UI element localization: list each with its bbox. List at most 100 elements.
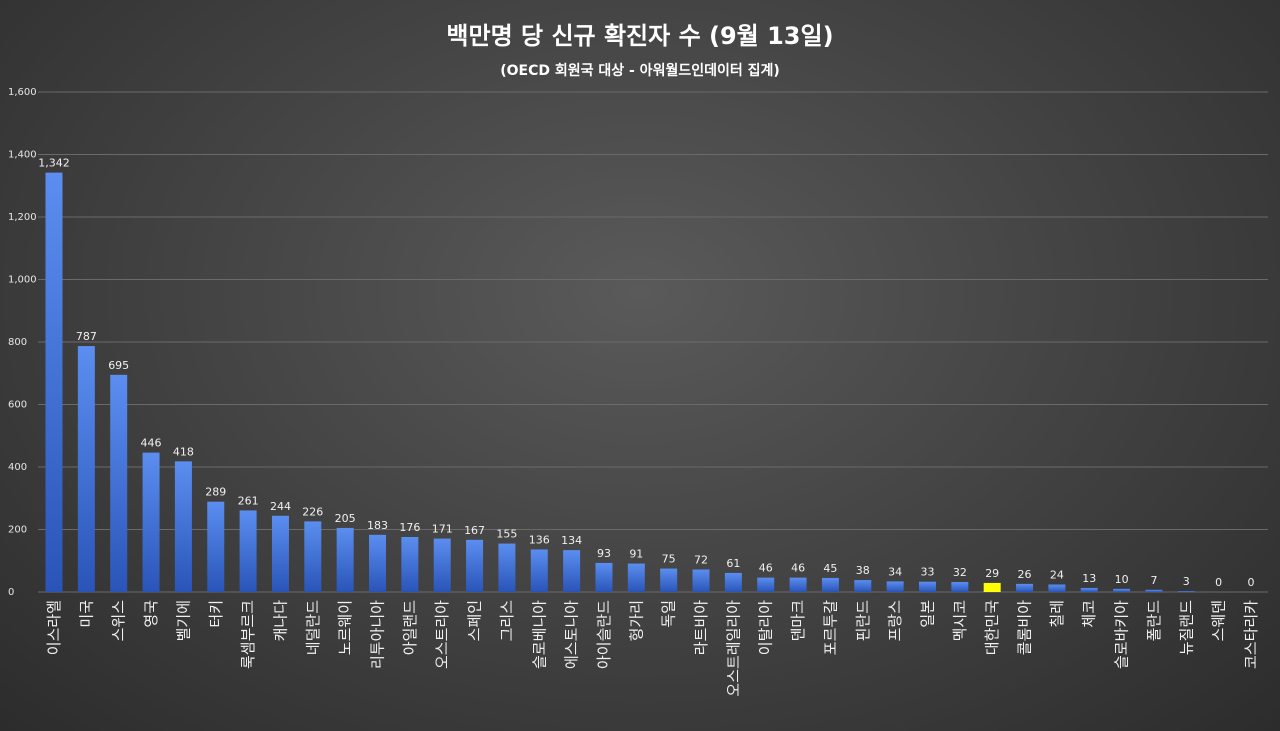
data-label: 29 [985, 567, 999, 580]
bar [1177, 591, 1195, 592]
category-label: 콜롬비아 [1016, 600, 1034, 655]
y-tick-label: 1,400 [8, 150, 37, 161]
data-label: 93 [597, 547, 611, 560]
chart-title: 백만명 당 신규 확진자 수 (9월 13일) [446, 22, 834, 50]
bar [466, 539, 484, 592]
bar [304, 521, 322, 592]
bar [951, 582, 969, 592]
category-label: 이탈리아 [757, 600, 775, 655]
bar [757, 577, 775, 592]
data-label: 33 [920, 566, 934, 579]
bar [660, 568, 678, 592]
data-label: 75 [662, 553, 676, 566]
bar [918, 581, 936, 592]
category-label: 슬로바키아 [1113, 600, 1131, 669]
category-label: 아이슬란드 [595, 600, 613, 669]
category-label: 폴란드 [1145, 600, 1163, 642]
data-label: 3 [1183, 575, 1190, 588]
bar [724, 572, 742, 592]
category-label: 뉴질랜드 [1177, 600, 1195, 655]
category-label: 멕시코 [951, 600, 969, 641]
category-label: 터키 [207, 600, 225, 628]
category-label: 노르웨이 [336, 600, 354, 655]
category-label: 라트비아 [692, 600, 710, 655]
data-label: 176 [399, 521, 420, 534]
data-label: 418 [173, 445, 194, 458]
category-label: 오스트레일리아 [724, 600, 742, 697]
data-label: 244 [270, 500, 291, 513]
y-tick-label: 1,200 [8, 212, 37, 223]
data-label: 0 [1248, 576, 1255, 589]
category-label: 일본 [918, 600, 936, 628]
category-label: 체코 [1080, 600, 1098, 628]
data-label: 32 [953, 566, 967, 579]
data-label: 226 [302, 505, 323, 518]
bar [983, 582, 1001, 592]
data-label: 72 [694, 554, 708, 567]
bar [433, 538, 451, 592]
data-label: 0 [1215, 576, 1222, 589]
bar [821, 577, 839, 592]
category-label: 헝가리 [627, 600, 645, 641]
y-tick-label: 600 [8, 400, 27, 411]
category-label: 스위스 [110, 600, 128, 642]
data-label: 205 [335, 512, 356, 525]
data-label: 7 [1150, 574, 1157, 587]
bar [401, 537, 419, 592]
bar [563, 550, 581, 592]
category-label: 캐나다 [271, 600, 289, 642]
data-label: 167 [464, 524, 485, 537]
data-label: 10 [1115, 573, 1129, 586]
y-tick-label: 400 [8, 462, 27, 473]
category-label: 스웨덴 [1210, 600, 1228, 641]
data-label: 34 [888, 565, 902, 578]
category-label: 아일랜드 [401, 600, 419, 655]
data-label: 45 [823, 562, 837, 575]
category-label: 슬로베니아 [530, 600, 548, 669]
category-label: 에스토니아 [563, 600, 581, 669]
category-label: 네덜란드 [304, 600, 322, 655]
bar [692, 569, 710, 592]
category-label: 덴마크 [789, 600, 807, 641]
data-label: 13 [1082, 572, 1096, 585]
bar [1048, 584, 1066, 592]
category-label: 그리스 [498, 600, 516, 642]
bar [45, 172, 63, 592]
bar [1080, 587, 1098, 592]
data-label: 38 [856, 564, 870, 577]
bar [77, 346, 95, 592]
bar [110, 374, 128, 592]
y-tick-label: 1,000 [8, 275, 37, 286]
category-label: 독일 [660, 600, 678, 628]
y-tick-label: 800 [8, 337, 27, 348]
data-label: 261 [238, 494, 259, 507]
category-label: 프랑스 [886, 600, 904, 642]
data-label: 183 [367, 519, 388, 532]
category-label: 미국 [77, 600, 95, 628]
category-label: 오스트리아 [433, 600, 451, 669]
data-label: 171 [432, 523, 453, 536]
bar [1113, 588, 1131, 592]
data-label: 61 [726, 557, 740, 570]
y-tick-label: 0 [8, 587, 14, 598]
data-label: 26 [1018, 568, 1032, 581]
data-label: 134 [561, 534, 582, 547]
data-label: 787 [76, 330, 97, 343]
data-label: 24 [1050, 569, 1064, 582]
bar [789, 577, 807, 592]
data-label: 136 [529, 534, 550, 547]
category-label: 이스라엘 [45, 600, 63, 655]
data-label: 695 [108, 359, 129, 372]
bar [271, 515, 289, 592]
category-label: 코스타리카 [1242, 600, 1260, 669]
bar [886, 581, 904, 592]
data-label: 155 [496, 528, 517, 541]
bar [369, 534, 387, 592]
category-label: 칠레 [1048, 600, 1066, 628]
y-tick-label: 1,600 [8, 87, 37, 98]
data-label: 1,342 [38, 157, 70, 170]
bar [174, 461, 192, 592]
bar [1016, 583, 1034, 592]
bar [142, 452, 160, 592]
category-label: 스페인 [466, 600, 484, 641]
